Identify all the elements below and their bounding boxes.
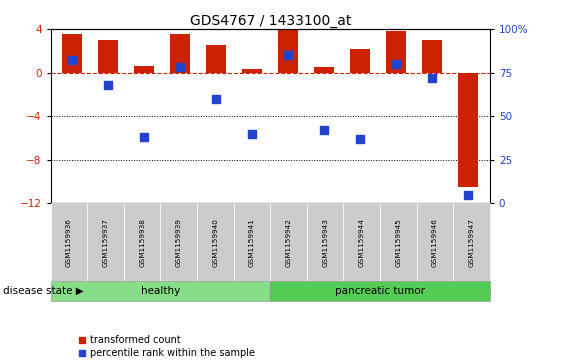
Text: pancreatic tumor: pancreatic tumor	[335, 286, 425, 296]
Text: GSM1159945: GSM1159945	[395, 218, 401, 267]
Point	[320, 127, 329, 133]
Bar	[242, 69, 262, 73]
Point	[68, 57, 77, 63]
Legend: transformed count, percentile rank within the sample: transformed count, percentile rank withi…	[78, 335, 254, 358]
Text: GSM1159938: GSM1159938	[139, 218, 145, 267]
Bar	[422, 40, 442, 73]
Text: GSM1159947: GSM1159947	[468, 218, 475, 267]
Bar	[314, 67, 334, 73]
Bar	[458, 73, 478, 187]
Bar	[99, 40, 118, 73]
Text: GSM1159943: GSM1159943	[322, 218, 328, 267]
Point	[212, 96, 221, 102]
Bar	[171, 34, 190, 73]
Bar	[386, 31, 406, 73]
Point	[104, 82, 113, 88]
Point	[356, 136, 365, 142]
Text: GSM1159946: GSM1159946	[432, 218, 438, 267]
Text: GSM1159942: GSM1159942	[285, 218, 292, 267]
Point	[284, 52, 293, 58]
Bar	[62, 34, 82, 73]
Bar	[135, 66, 154, 73]
Point	[248, 131, 257, 136]
Bar	[350, 49, 370, 73]
Point	[464, 192, 473, 197]
Title: GDS4767 / 1433100_at: GDS4767 / 1433100_at	[190, 14, 351, 28]
Bar	[278, 29, 298, 73]
Point	[428, 75, 437, 81]
Text: healthy: healthy	[141, 286, 180, 296]
Text: GSM1159944: GSM1159944	[359, 218, 365, 267]
Text: GSM1159940: GSM1159940	[212, 218, 218, 267]
Bar	[207, 45, 226, 73]
Text: GSM1159936: GSM1159936	[66, 218, 72, 267]
Point	[140, 134, 149, 140]
Text: disease state ▶: disease state ▶	[3, 286, 83, 296]
Text: GSM1159937: GSM1159937	[102, 218, 109, 267]
Text: GSM1159941: GSM1159941	[249, 218, 255, 267]
Point	[176, 65, 185, 70]
Point	[392, 61, 401, 67]
Text: GSM1159939: GSM1159939	[176, 218, 182, 267]
